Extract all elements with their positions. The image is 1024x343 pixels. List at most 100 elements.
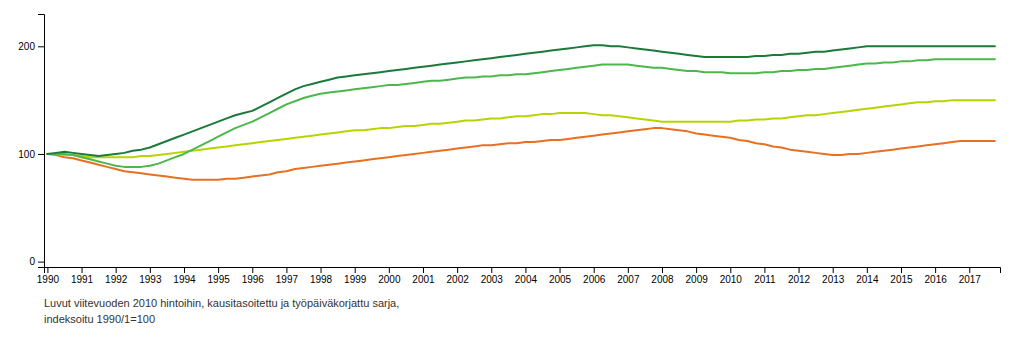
x-tick: 1993 [139, 267, 162, 285]
x-tick-mark [764, 267, 765, 273]
plot-area [47, 45, 994, 180]
x-tick: 2007 [617, 267, 640, 285]
x-tick-mark [47, 267, 48, 273]
x-tick: 2012 [788, 267, 811, 285]
x-tick-label: 2002 [447, 274, 470, 285]
x-tick-label: 1993 [139, 274, 162, 285]
x-tick-label: 1997 [276, 274, 299, 285]
x-axis-line [45, 268, 1001, 274]
x-tick-label: 2006 [583, 274, 606, 285]
y-tick-label: 0 [29, 256, 35, 267]
x-tick-label: 1995 [208, 274, 231, 285]
y-axis-line [38, 15, 45, 268]
x-tick: 1992 [105, 267, 128, 285]
x-tick: 2006 [583, 267, 606, 285]
series-line [47, 45, 994, 156]
x-tick-mark [969, 267, 970, 273]
x-tick-label: 2011 [754, 274, 776, 285]
x-tick-mark [799, 267, 800, 273]
x-tick: 2015 [890, 267, 913, 285]
x-tick-mark [150, 267, 151, 273]
x-tick-mark [696, 267, 697, 273]
x-tick: 1990 [37, 267, 60, 285]
x-tick-label: 2013 [822, 274, 845, 285]
x-tick: 2000 [378, 267, 401, 285]
footnote: Luvut viitevuoden 2010 hintoihin, kausit… [44, 297, 399, 309]
x-tick-label: 2004 [515, 274, 538, 285]
y-tick: 0 [29, 256, 44, 267]
x-tick-label: 1991 [71, 274, 94, 285]
x-tick-mark [218, 267, 219, 273]
x-tick: 2001 [412, 267, 435, 285]
x-tick: 2004 [515, 267, 538, 285]
chart: 1990 1991 1992 1993 1994 1995 1996 1997 1998 1999… [0, 0, 1024, 343]
x-tick-label: 2007 [617, 274, 640, 285]
x-tick-mark [286, 267, 287, 273]
x-tick: 2016 [925, 267, 948, 285]
x-tick-label: 1990 [37, 274, 60, 285]
x-tick-mark [457, 267, 458, 273]
x-tick-label: 1996 [242, 274, 265, 285]
x-tick-mark [355, 267, 356, 273]
x-tick-mark [184, 267, 185, 273]
x-tick: 2010 [720, 267, 743, 285]
y-tick: 100 [18, 149, 44, 160]
x-tick: 1996 [242, 267, 265, 285]
x-tick-label: 2003 [481, 274, 504, 285]
y-tick-label: 100 [18, 149, 35, 160]
y-tick-mark [38, 262, 44, 263]
x-tick-label: 2015 [890, 274, 913, 285]
y-tick-mark [38, 154, 44, 155]
x-tick-mark [662, 267, 663, 273]
x-tick-label: 2001 [412, 274, 435, 285]
x-tick: 1999 [344, 267, 367, 285]
x-tick-mark [389, 267, 390, 273]
x-tick-mark [116, 267, 117, 273]
y-tick-mark [38, 46, 44, 47]
x-tick-label: 2000 [378, 274, 401, 285]
x-tick-mark [423, 267, 424, 273]
x-tick-label: 1999 [344, 274, 367, 285]
x-tick: 2005 [549, 267, 572, 285]
x-tick: 2011 [754, 267, 776, 285]
x-tick-label: 2016 [925, 274, 948, 285]
x-tick-mark [901, 267, 902, 273]
x-tick-mark [833, 267, 834, 273]
x-tick: 1998 [310, 267, 333, 285]
x-tick-label: 2014 [856, 274, 879, 285]
x-tick-mark [867, 267, 868, 273]
x-tick-mark [252, 267, 253, 273]
x-tick-mark [491, 267, 492, 273]
series-line [47, 59, 994, 167]
x-tick-mark [935, 267, 936, 273]
x-tick-label: 1992 [105, 274, 128, 285]
x-tick: 2003 [481, 267, 504, 285]
x-tick-mark [525, 267, 526, 273]
x-tick-label: 2010 [720, 274, 743, 285]
x-tick: 2013 [822, 267, 845, 285]
x-tick-mark [628, 267, 629, 273]
y-tick-label: 200 [18, 41, 35, 52]
y-axis: 0 100 200 [18, 15, 44, 268]
x-tick-label: 1998 [310, 274, 333, 285]
y-tick: 200 [18, 41, 44, 52]
x-tick: 1995 [208, 267, 231, 285]
x-tick-mark [321, 267, 322, 273]
series-line [47, 100, 994, 157]
x-tick: 2009 [686, 267, 709, 285]
x-tick-label: 2009 [686, 274, 709, 285]
x-tick-mark [594, 267, 595, 273]
x-tick-label: 1994 [173, 274, 196, 285]
x-tick: 2002 [447, 267, 470, 285]
x-tick-label: 2005 [549, 274, 572, 285]
x-tick-mark [730, 267, 731, 273]
x-tick-label: 2017 [959, 274, 982, 285]
x-tick: 2014 [856, 267, 879, 285]
x-tick: 2008 [651, 267, 674, 285]
footnotes: Luvut viitevuoden 2010 hintoihin, kausit… [44, 297, 399, 325]
x-axis: 1990 1991 1992 1993 1994 1995 1996 1997 1998 1999… [37, 267, 1001, 285]
footnote: indeksoitu 1990/1=100 [44, 313, 155, 325]
series-line [47, 128, 994, 180]
x-tick-mark [82, 267, 83, 273]
x-tick-label: 2012 [788, 274, 811, 285]
